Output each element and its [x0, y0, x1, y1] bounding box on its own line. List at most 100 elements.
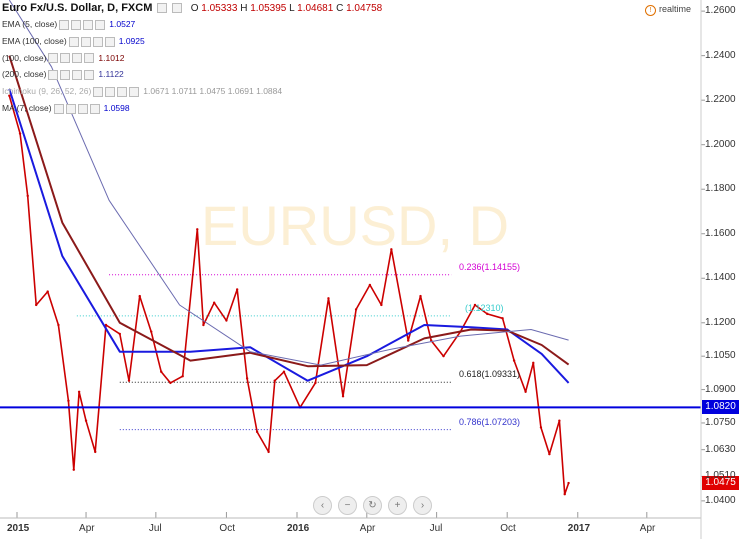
price-point: [235, 288, 239, 291]
indicator-control-icon[interactable]: [60, 53, 71, 64]
indicator-control-icon[interactable]: [84, 70, 95, 81]
price-point: [354, 308, 358, 311]
price-point: [282, 370, 286, 373]
price-point: [407, 339, 410, 342]
indicator-row[interactable]: (200, close) 1.1122: [2, 69, 124, 81]
indicator-row[interactable]: EMA (100, close) 1.0925: [2, 36, 145, 47]
price-point: [368, 283, 372, 287]
y-tick-label: 1.0630: [705, 443, 736, 455]
y-tick-label: 1.0750: [705, 416, 736, 428]
price-point: [341, 395, 345, 398]
series-line: [8, 0, 569, 366]
price-point: [442, 354, 445, 358]
indicator-control-icon[interactable]: [89, 103, 100, 114]
price-point: [380, 303, 383, 307]
indicator-control-icon[interactable]: [71, 19, 82, 30]
price-point: [26, 194, 29, 198]
x-tick-label: 2016: [287, 523, 310, 534]
fib-label: (1.12310): [465, 302, 504, 313]
close-label: C: [336, 3, 344, 14]
chart-watermark: EURUSD, D: [201, 194, 509, 257]
settings-icon[interactable]: [157, 3, 168, 14]
indicator-label: EMA (5, close): [2, 19, 58, 29]
price-point: [72, 468, 75, 471]
indicator-label: EMA (100, close): [2, 35, 67, 46]
price-point: [273, 379, 276, 382]
symbol-title[interactable]: Euro Fx/U.S. Dollar, D, FXCM: [2, 2, 153, 14]
indicator-control-icon[interactable]: [104, 36, 115, 47]
indicator-control-icon[interactable]: [53, 103, 64, 114]
fib-label: 0.618(1.09331): [459, 369, 521, 380]
y-tick-label: 1.2200: [705, 94, 736, 106]
high-value: 1.05395: [250, 3, 287, 14]
indicator-control-icon[interactable]: [68, 36, 79, 47]
price-point: [486, 312, 489, 316]
ohlc-values: O 1.05333 H 1.05395 L 1.04681 C 1.04758: [191, 3, 383, 14]
x-tick-label: Apr: [79, 523, 95, 534]
price-point: [138, 294, 141, 298]
x-tick-label: Apr: [639, 523, 656, 534]
indicator-control-icon[interactable]: [129, 86, 140, 97]
y-tick-label: 1.0510: [705, 470, 736, 482]
visibility-icon[interactable]: [171, 3, 182, 14]
indicator-row[interactable]: EMA (5, close) 1.0527: [2, 19, 135, 30]
indicator-label: (200, close): [2, 69, 47, 80]
price-point: [390, 248, 393, 251]
x-tick-label: Oct: [500, 523, 516, 534]
price-point: [104, 323, 108, 327]
indicator-value: 1.1122: [98, 69, 124, 80]
indicator-label: (100, close): [2, 52, 47, 63]
fib-levels: [76, 274, 452, 431]
indicator-control-icon[interactable]: [117, 86, 128, 97]
zoom-out-icon[interactable]: −: [338, 496, 357, 515]
indicator-control-icon[interactable]: [93, 86, 104, 97]
y-tick-label: 1.2400: [705, 49, 736, 61]
indicator-row[interactable]: (100, close) 1.1012: [2, 53, 124, 64]
chart-header: Euro Fx/U.S. Dollar, D, FXCM O 1.05333 H…: [2, 2, 382, 14]
indicator-control-icon[interactable]: [72, 70, 83, 81]
price-point: [57, 323, 60, 327]
fib-label: 0.786(1.07203): [459, 416, 521, 427]
scroll-left-icon[interactable]: ‹: [313, 496, 332, 515]
indicator-control-icon[interactable]: [60, 70, 71, 81]
indicator-row[interactable]: MA (7, close) 1.0598: [2, 103, 130, 114]
indicator-control-icon[interactable]: [83, 19, 94, 30]
price-point: [46, 290, 49, 293]
indicator-value: 1.0925: [118, 35, 145, 46]
y-tick-label: 1.0400: [705, 494, 736, 506]
scroll-right-icon[interactable]: ›: [413, 496, 432, 515]
indicator-control-icon[interactable]: [80, 36, 91, 47]
x-tick-label: Jul: [429, 523, 443, 534]
price-point: [169, 381, 172, 385]
indicator-label: Ichimoku (9, 26, 52, 26): [2, 86, 92, 97]
y-tick-label: 1.2000: [705, 138, 736, 150]
x-tick-label: 2015: [7, 523, 30, 534]
indicator-control-icon[interactable]: [105, 86, 116, 97]
indicator-control-icon[interactable]: [72, 53, 83, 64]
indicator-control-icon[interactable]: [95, 19, 106, 30]
chart-series: [8, 0, 570, 496]
reset-icon[interactable]: ↻: [363, 496, 382, 515]
indicator-control-icon[interactable]: [59, 19, 70, 30]
indicator-label: MA (7, close): [2, 103, 52, 113]
zoom-in-icon[interactable]: +: [388, 496, 407, 515]
realtime-indicator[interactable]: ! realtime: [644, 4, 691, 16]
indicator-control-icon[interactable]: [65, 103, 76, 114]
indicator-control-icon[interactable]: [48, 53, 59, 64]
close-value: 1.04758: [346, 3, 383, 14]
indicator-control-icon[interactable]: [77, 103, 88, 114]
indicator-control-icon[interactable]: [92, 36, 103, 47]
indicator-control-icon[interactable]: [48, 70, 59, 81]
price-point: [563, 492, 566, 496]
indicator-value: 1.0527: [109, 19, 136, 29]
high-label: H: [240, 3, 248, 14]
low-value: 1.04681: [297, 3, 334, 14]
x-tick-label: Apr: [359, 523, 376, 534]
last-price-tag: 1.0475: [702, 476, 739, 491]
price-point: [127, 379, 131, 382]
price-point: [567, 481, 570, 485]
price-point: [267, 450, 270, 454]
indicator-control-icon[interactable]: [84, 53, 95, 64]
indicator-row[interactable]: Ichimoku (9, 26, 52, 26) 1.0671 1.0711 1.…: [2, 86, 282, 97]
